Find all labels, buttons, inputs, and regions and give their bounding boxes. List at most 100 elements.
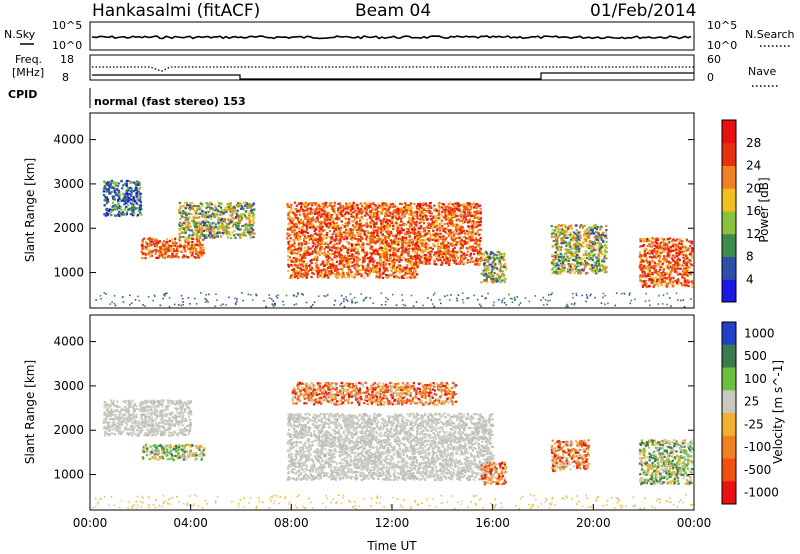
data-cell — [308, 237, 311, 240]
data-cell — [572, 236, 575, 239]
data-cell — [332, 238, 335, 242]
data-cell — [192, 207, 195, 210]
station-title: Hankasalmi (fitACF) — [92, 1, 260, 21]
data-cell — [567, 256, 570, 259]
data-cell — [124, 195, 127, 198]
data-cell — [330, 213, 333, 217]
data-cell — [248, 232, 251, 235]
data-cell — [429, 256, 433, 259]
data-cell — [340, 254, 343, 257]
data-cell — [184, 219, 187, 222]
data-cell — [202, 246, 205, 249]
data-cell — [385, 221, 388, 224]
data-cell — [437, 214, 440, 217]
data-cell — [479, 204, 482, 207]
data-cell — [595, 248, 598, 251]
data-cell — [597, 233, 600, 236]
data-cell — [452, 237, 456, 240]
data-cell — [591, 230, 594, 233]
data-cell — [411, 231, 414, 234]
data-cell — [475, 243, 478, 246]
data-cell — [440, 214, 443, 217]
data-cell — [434, 235, 437, 238]
data-cell — [139, 196, 142, 199]
data-cell — [112, 204, 115, 207]
data-cell — [462, 258, 465, 261]
data-cell — [348, 220, 351, 223]
data-cell — [395, 228, 398, 231]
data-cell — [213, 229, 216, 232]
data-cell — [396, 206, 400, 209]
data-cell — [364, 258, 367, 261]
data-cell — [594, 227, 597, 230]
data-cell — [109, 183, 112, 186]
data-cell — [435, 232, 438, 235]
data-cell — [478, 250, 481, 253]
data-cell — [321, 269, 324, 272]
data-cell — [295, 269, 298, 273]
data-cell — [375, 226, 378, 229]
data-cell — [468, 205, 471, 208]
data-cell — [375, 208, 378, 211]
data-cell — [106, 213, 109, 216]
data-cell — [293, 275, 297, 279]
data-cell — [176, 247, 179, 250]
data-cell — [412, 248, 415, 251]
data-cell — [490, 274, 493, 277]
data-cell — [315, 265, 318, 268]
data-cell — [318, 205, 321, 208]
data-cell — [209, 236, 212, 239]
data-cell — [393, 247, 396, 250]
data-cell — [395, 220, 398, 223]
data-cell — [358, 210, 361, 213]
data-cell — [418, 222, 421, 225]
data-cell — [479, 207, 482, 210]
data-cell — [252, 232, 255, 235]
data-cell — [479, 237, 482, 240]
data-cell — [332, 245, 335, 248]
data-cell — [128, 193, 131, 196]
data-cell — [558, 233, 561, 236]
data-cell — [197, 230, 200, 233]
data-cell — [249, 230, 252, 234]
data-cell — [293, 246, 296, 249]
data-cell — [441, 206, 444, 209]
data-cell — [341, 204, 344, 207]
data-cell — [128, 179, 131, 183]
data-cell — [314, 256, 317, 259]
data-cell — [475, 257, 478, 260]
data-cell — [334, 233, 337, 236]
freq-label-line1: Freq. — [15, 53, 42, 66]
data-cell — [233, 207, 236, 210]
data-cell — [207, 228, 210, 231]
data-cell — [473, 215, 476, 218]
data-cell — [192, 250, 195, 253]
data-cell — [485, 267, 488, 270]
data-cell — [455, 237, 458, 240]
data-cell — [598, 262, 601, 265]
data-cell — [195, 233, 198, 236]
data-cell — [502, 275, 505, 278]
data-cell — [498, 279, 501, 282]
data-cell — [223, 225, 226, 228]
data-cell — [352, 249, 355, 252]
data-cell — [462, 209, 465, 212]
data-cell — [504, 265, 508, 268]
data-cell — [249, 236, 252, 239]
data-cell — [217, 201, 220, 204]
data-cell — [325, 272, 328, 275]
data-cell — [363, 224, 366, 227]
data-cell — [226, 226, 229, 229]
data-cell — [388, 224, 392, 227]
data-cell — [418, 212, 421, 215]
data-cell — [127, 197, 130, 200]
data-cell — [447, 262, 450, 265]
data-cell — [391, 212, 394, 215]
data-cell — [125, 205, 128, 208]
data-cell — [308, 207, 311, 210]
data-cell — [391, 241, 394, 244]
data-cell — [154, 238, 157, 241]
data-cell — [435, 220, 438, 223]
data-cell — [450, 216, 453, 219]
data-cell — [333, 225, 336, 228]
